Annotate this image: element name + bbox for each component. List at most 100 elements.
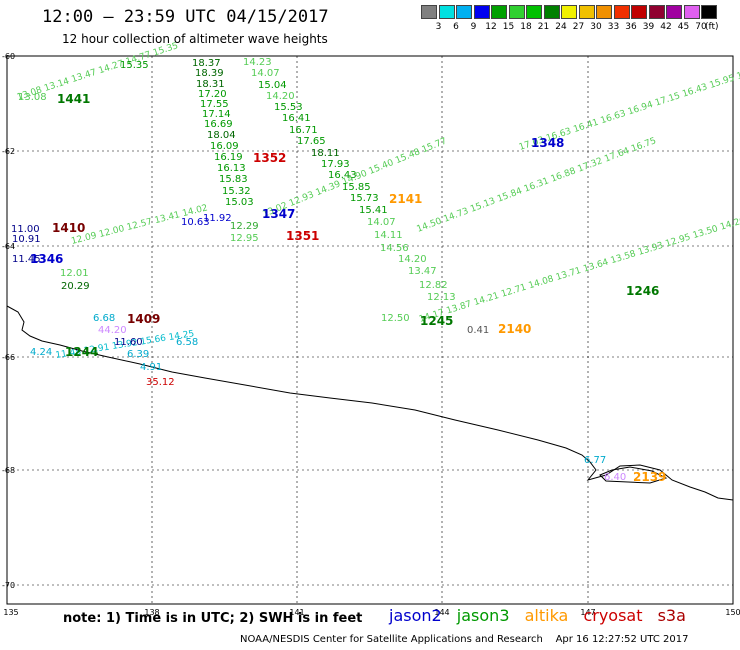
longitude-tick-label: 147 bbox=[580, 608, 595, 617]
page-title: 12:00 – 23:59 UTC 04/15/2017 bbox=[42, 7, 329, 27]
colorbar-swatch bbox=[578, 5, 595, 19]
wave-height-value: 12.01 bbox=[60, 268, 89, 279]
wave-height-value: 14.07 bbox=[251, 68, 280, 79]
latitude-tick-label: -66 bbox=[2, 353, 15, 362]
colorbar-tick-label: 30 bbox=[590, 22, 602, 32]
wave-height-value: 16.13 bbox=[217, 163, 246, 174]
longitude-tick-label: 150 bbox=[725, 608, 740, 617]
wave-height-value: 17.20 bbox=[198, 89, 227, 100]
colorbar-swatch bbox=[613, 5, 630, 19]
pass-time-label: 1410 bbox=[52, 221, 85, 235]
colorbar-tick-label: 21 bbox=[537, 22, 550, 32]
colorbar-swatch bbox=[596, 5, 612, 19]
wave-height-value: 6.68 bbox=[93, 313, 115, 324]
axis-ticks: 135 138 141 144 147 150 -60 -62 -64 -66 -68 -70 bbox=[2, 52, 740, 617]
legend-jason2: jason2 bbox=[389, 606, 442, 625]
legend-cryosat: cryosat bbox=[583, 606, 643, 625]
wave-height-value: 18.31 bbox=[196, 79, 225, 90]
pass-time-label: 2141 bbox=[389, 192, 422, 206]
pass-time-label: 2140 bbox=[498, 322, 531, 336]
pass-time-label: 1352 bbox=[253, 151, 286, 165]
wave-height-value: 6.77 bbox=[584, 455, 606, 466]
wave-height-value: 13.08 bbox=[18, 92, 47, 103]
pass-time-label: 1441 bbox=[57, 92, 90, 106]
colorbar-swatch bbox=[421, 5, 437, 19]
legend-altika: altika bbox=[524, 606, 569, 625]
pass-time-label: 1346 bbox=[30, 252, 63, 266]
latitude-tick-label: -62 bbox=[2, 147, 15, 156]
legend-s3a: s3a bbox=[657, 606, 686, 625]
wave-height-value: 14.23 bbox=[243, 57, 272, 68]
wave-height-value: 15.73 bbox=[350, 193, 379, 204]
colorbar-tick-label: 18 bbox=[520, 22, 532, 32]
colorbar-swatch bbox=[701, 5, 717, 19]
wave-height-value: 10.91 bbox=[12, 234, 41, 245]
latitude-tick-label: -64 bbox=[2, 242, 15, 251]
wave-height-value: 14.11 bbox=[374, 230, 403, 241]
colorbar-tick-label: 3 bbox=[435, 22, 442, 32]
wave-height-value: 16.69 bbox=[204, 119, 233, 130]
wave-height-value: 16.43 bbox=[328, 170, 357, 181]
antarctic-coastline bbox=[6, 305, 734, 501]
wave-height-value: 16.19 bbox=[214, 152, 243, 163]
pass-time-label: 1351 bbox=[286, 229, 319, 243]
wave-height-value: 10.63 bbox=[181, 217, 210, 228]
colorbar-swatch bbox=[508, 5, 525, 19]
colorbar-swatch bbox=[473, 5, 490, 19]
pass-time-label: 1348 bbox=[531, 136, 564, 150]
wave-height-value: 4.91 bbox=[140, 362, 162, 373]
wave-height-value: 15.35 bbox=[120, 60, 149, 71]
wave-height-value: 17.55 bbox=[200, 99, 229, 110]
wave-height-value: 18.39 bbox=[195, 68, 224, 79]
pass-time-label: 2139 bbox=[633, 470, 666, 484]
pass-time-label: 1246 bbox=[626, 284, 659, 298]
wave-height-value: 17.14 bbox=[202, 109, 231, 120]
pass-time-label: 1409 bbox=[127, 312, 160, 326]
map-frame bbox=[6, 55, 734, 605]
colorbar-tick-label: 27 bbox=[572, 22, 585, 32]
wave-height-value: 18.04 bbox=[207, 130, 236, 141]
colorbar-swatch bbox=[631, 5, 647, 19]
wave-height-value: 44.20 bbox=[98, 325, 127, 336]
wave-height-value: 20.29 bbox=[61, 281, 90, 292]
colorbar-tick-label: 45 bbox=[677, 22, 690, 32]
legend-jason3: jason3 bbox=[456, 606, 510, 625]
wave-height-value: 12.13 bbox=[427, 292, 456, 303]
wave-height-value: 6.40 bbox=[604, 472, 626, 483]
wave-height-value: 35.12 bbox=[146, 377, 175, 388]
colorbar-tick-label: 6 bbox=[453, 22, 459, 32]
wave-height-value: 18.11 bbox=[311, 148, 340, 159]
colorbar-tick-label: 42 bbox=[660, 22, 672, 32]
wave-height-value: 16.71 bbox=[289, 125, 318, 136]
page-subtitle: 12 hour collection of altimeter wave hei… bbox=[62, 32, 328, 46]
pass-time-label: 1244 bbox=[65, 345, 98, 359]
latitude-tick-label: -70 bbox=[2, 581, 15, 590]
pass-time-labels: 1441 1352 1348 2141 1347 1351 1410 1346 1409 1244… bbox=[30, 92, 666, 484]
wave-height-value: 11.00 bbox=[11, 224, 40, 235]
wave-height-value: 0.41 bbox=[467, 325, 489, 336]
longitude-tick-label: 138 bbox=[144, 608, 159, 617]
credit-line: NOAA/NESDIS Center for Satellite Applica… bbox=[240, 634, 689, 645]
wave-height-value: 14.07 bbox=[367, 217, 396, 228]
colorbar-tick-label: 12 bbox=[485, 22, 497, 32]
colorbar-swatch bbox=[456, 5, 472, 19]
wave-height-value: 17.93 bbox=[321, 159, 350, 170]
wave-height-value: 11.92 bbox=[203, 213, 232, 224]
colorbar-tick-label: 9 bbox=[470, 22, 477, 32]
island-outline bbox=[599, 466, 668, 484]
colorbar-swatch bbox=[648, 5, 665, 19]
colorbar-tick-label: 70 bbox=[695, 22, 707, 32]
colorbar-swatch bbox=[438, 5, 455, 19]
colorbar-swatch bbox=[543, 5, 560, 19]
colorbar-swatch bbox=[683, 5, 700, 19]
wave-height-value: 14.20 bbox=[398, 254, 427, 265]
colorbar-swatch bbox=[526, 5, 542, 19]
wave-height-value: 15.85 bbox=[342, 182, 371, 193]
colorbar-unit: (ft) bbox=[705, 22, 719, 32]
wave-height-value: 15.53 bbox=[274, 102, 303, 113]
colorbar-tick-label: 33 bbox=[607, 22, 620, 32]
wave-height-value: 12.95 bbox=[230, 233, 259, 244]
colorbar-swatch bbox=[491, 5, 507, 19]
wave-height-value: 15.32 bbox=[222, 186, 251, 197]
